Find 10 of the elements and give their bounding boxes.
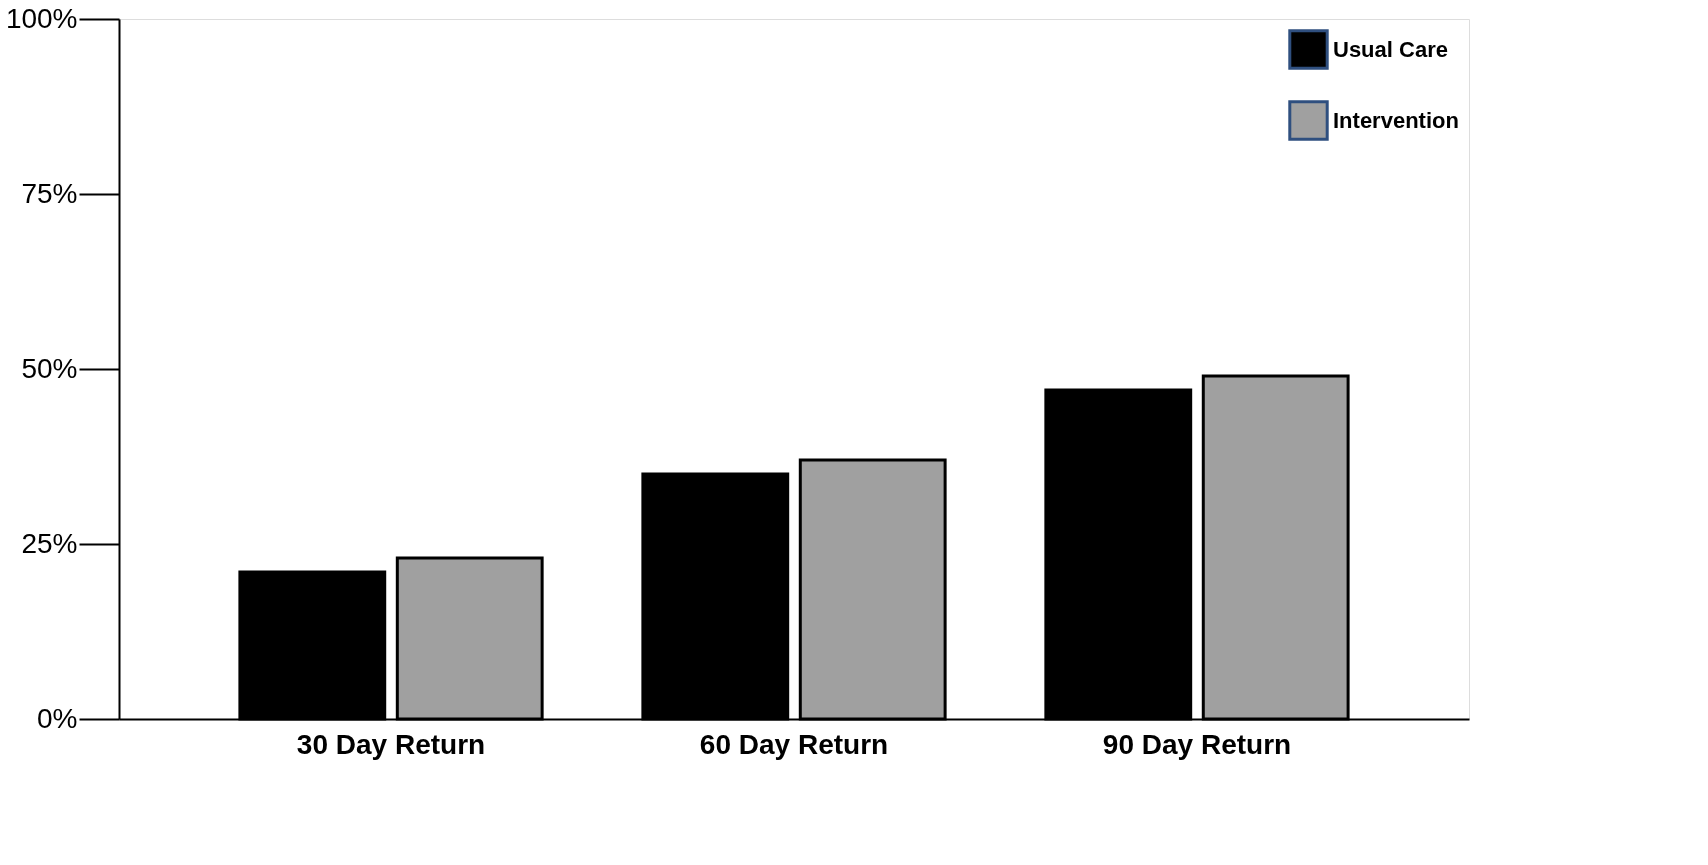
y-tick-label: 100% (5, 2, 78, 34)
y-tick-label: 25% (21, 527, 78, 559)
y-tick-label: 50% (21, 352, 78, 384)
legend-label: Usual Care (1333, 36, 1448, 62)
x-tick-label: 60 Day Return (699, 728, 889, 760)
y-tick-label: 0% (37, 702, 78, 734)
y-tick-label: 75% (21, 177, 78, 209)
x-tick-label: 30 Day Return (296, 728, 486, 760)
x-tick-label: 90 Day Return (1102, 728, 1292, 760)
legend-label: Intervention (1333, 107, 1459, 133)
